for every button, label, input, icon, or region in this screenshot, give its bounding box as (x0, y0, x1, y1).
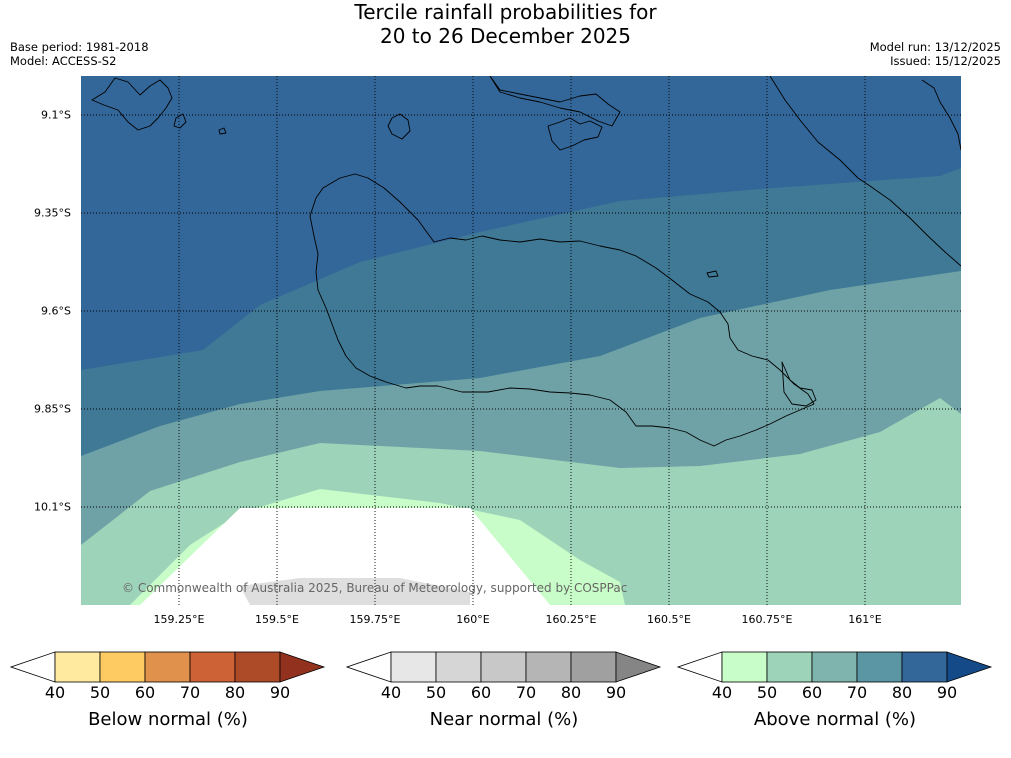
lat-label: 10.1°S (34, 500, 71, 514)
chart-title: Tercile rainfall probabilities for 20 to… (0, 0, 1011, 48)
colorbar-tick: 80 (224, 683, 246, 702)
colorbar-tick: 80 (560, 683, 582, 702)
band-below-40 (140, 508, 550, 605)
legend-title: Above normal (%) (753, 709, 917, 730)
colorbar-segment (144, 651, 191, 683)
colorbar-segment (390, 651, 437, 683)
legend-above-normal: 40 50 60 70 80 90 Above normal (%) (677, 651, 993, 741)
colorbar-segment (766, 651, 813, 683)
colorbar-tick: 60 (470, 683, 492, 702)
lat-label: 9.35°S (34, 206, 71, 220)
coast-malaita-island (489, 76, 621, 127)
legend-title: Near normal (%) (429, 709, 579, 730)
colorbar-segment (721, 651, 768, 683)
base-period: Base period: 1981-2018 (10, 40, 149, 54)
lon-label: 160.25°E (545, 613, 597, 626)
colorbar-segment (525, 651, 572, 683)
lon-label: 160.5°E (647, 613, 691, 626)
coast-ulawa-island (921, 79, 961, 151)
colorbar-tick: 60 (801, 683, 823, 702)
colorbar-tick: 50 (756, 683, 778, 702)
colorbar-tick: 70 (179, 683, 201, 702)
colorbar-tick: 40 (44, 683, 66, 702)
coastlines (91, 76, 961, 447)
colorbar-segment (234, 651, 281, 683)
colorbar-arrow-low (10, 651, 56, 683)
coast-islet (173, 113, 187, 129)
colorbar-segment (480, 651, 527, 683)
coast-savo-island (387, 113, 411, 140)
lon-label: 159.5°E (255, 613, 299, 626)
copyright-notice: © Commonwealth of Australia 2025, Bureau… (122, 581, 628, 595)
near-normal-patch (240, 578, 470, 605)
lon-label: 161°E (848, 613, 882, 626)
meta-left: Base period: 1981-2018 Model: ACCESS-S2 (10, 40, 149, 68)
coast-islet (218, 127, 227, 135)
colorbar-tick: 50 (89, 683, 111, 702)
colorbar-segment (570, 651, 617, 683)
colorbar-segment (856, 651, 903, 683)
colorbar-segment (435, 651, 482, 683)
coast-makira-island (769, 76, 961, 267)
lon-label: 159.75°E (349, 613, 401, 626)
colorbar-tick: 40 (711, 683, 733, 702)
title-line-1: Tercile rainfall probabilities for (354, 0, 657, 24)
colorbar-tick: 40 (380, 683, 402, 702)
colorbar-segment (901, 651, 948, 683)
colorbar-tick: 70 (846, 683, 868, 702)
coast-guadalcanal-island (309, 173, 815, 447)
colorbar-tick: 60 (134, 683, 156, 702)
lon-label: 160.75°E (741, 613, 793, 626)
graticule (81, 76, 961, 605)
coast-choiseul-island (91, 77, 173, 131)
colorbar-near-normal (346, 651, 662, 683)
coast-florida-islands (547, 117, 603, 151)
coast-marau-islands (781, 361, 817, 407)
colorbar-tick: 90 (605, 683, 627, 702)
lon-label: 159.25°E (153, 613, 205, 626)
colorbar-arrow-low (346, 651, 392, 683)
legend-near-normal: 40 50 60 70 80 90 Near normal (%) (346, 651, 662, 741)
legend-below-normal: 40 50 60 70 80 90 Below normal (%) (10, 651, 326, 741)
lat-label: 9.6°S (41, 304, 71, 318)
legend-title: Below normal (%) (88, 709, 248, 730)
colorbar-arrow-high (279, 651, 326, 683)
colorbar-above-normal (677, 651, 993, 683)
colorbar-tick: 90 (936, 683, 958, 702)
lat-label: 9.85°S (34, 402, 71, 416)
colorbar-below-normal (10, 651, 326, 683)
probability-map (81, 76, 961, 605)
colorbar-segment (99, 651, 146, 683)
issued-date: Issued: 15/12/2025 (890, 54, 1001, 68)
colorbar-segment (811, 651, 858, 683)
lat-label: 9.1°S (41, 108, 71, 122)
colorbar-tick: 50 (425, 683, 447, 702)
colorbar-tick: 90 (269, 683, 291, 702)
coast-islet (706, 270, 719, 278)
colorbar-arrow-low (677, 651, 723, 683)
model-name: Model: ACCESS-S2 (10, 54, 117, 68)
colorbar-tick: 70 (515, 683, 537, 702)
model-run: Model run: 13/12/2025 (869, 40, 1001, 54)
title-line-2: 20 to 26 December 2025 (379, 24, 631, 48)
colorbar-tick: 80 (891, 683, 913, 702)
colorbar-arrow-high (946, 651, 993, 683)
meta-right: Model run: 13/12/2025 Issued: 15/12/2025 (870, 40, 1001, 68)
colorbar-segment (189, 651, 236, 683)
lon-label: 160°E (456, 613, 490, 626)
colorbar-segment (54, 651, 101, 683)
colorbar-arrow-high (615, 651, 662, 683)
